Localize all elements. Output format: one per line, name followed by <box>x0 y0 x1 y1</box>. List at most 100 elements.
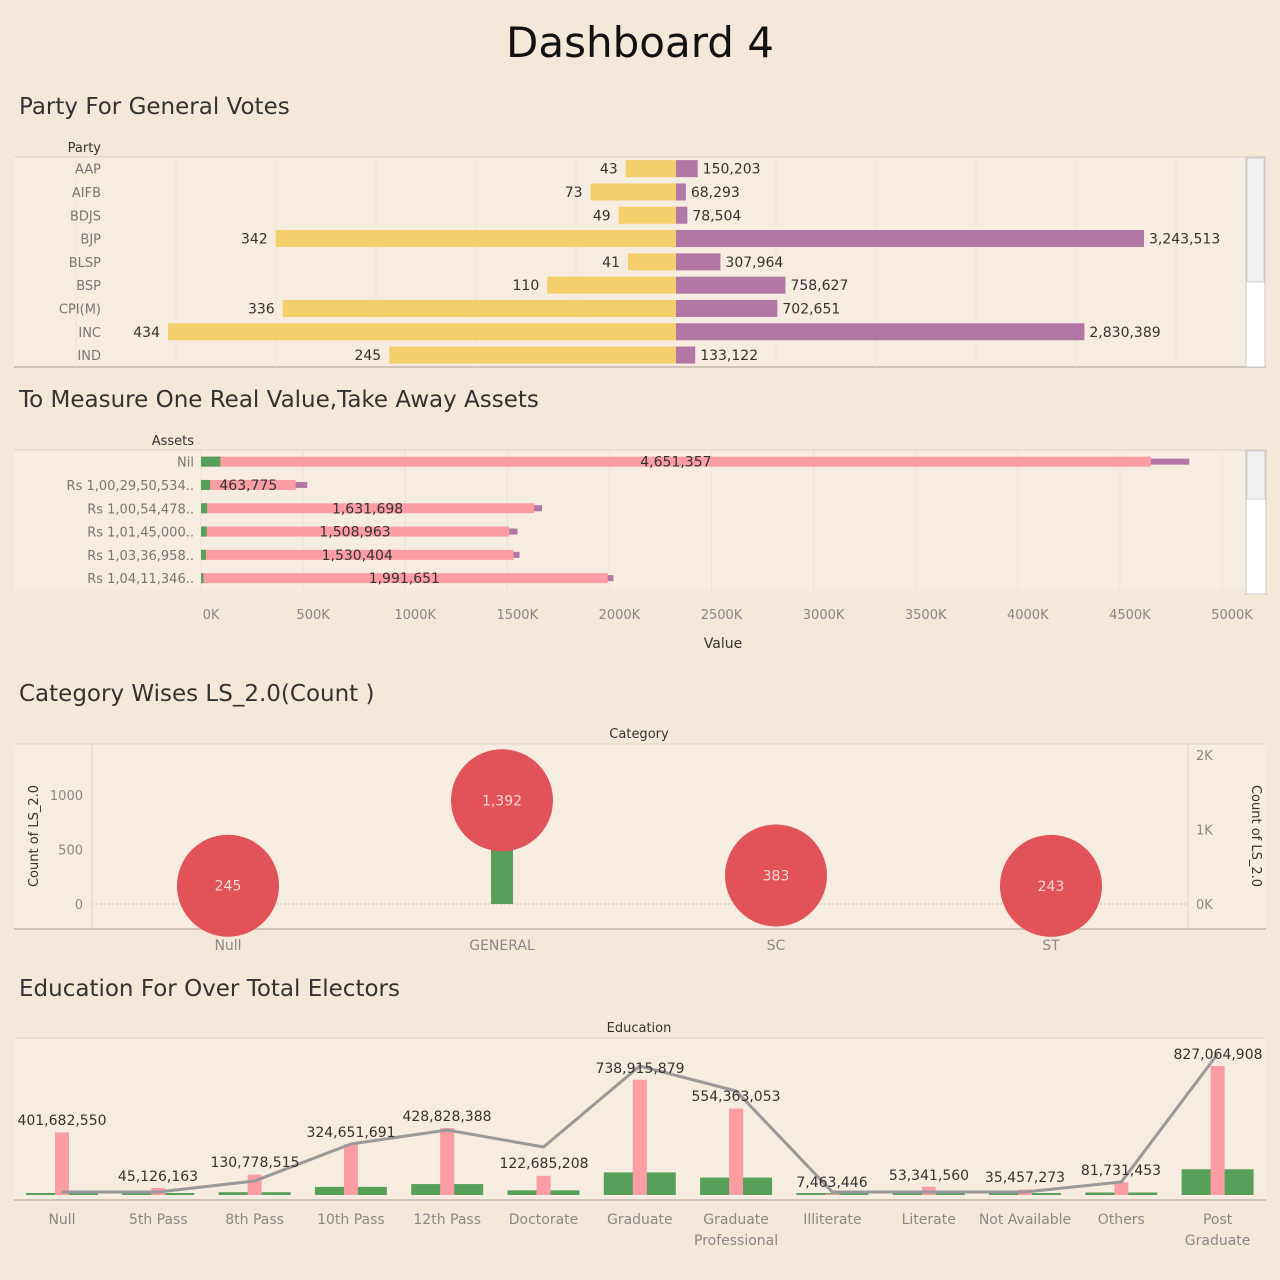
assets-green-bar <box>201 479 211 490</box>
assets-value: 1,631,698 <box>332 501 403 517</box>
assets-row-header: Assets <box>152 434 195 449</box>
party-left-bar <box>628 253 676 271</box>
assets-scrollbar-thumb[interactable] <box>1246 450 1266 500</box>
party-right-value: 702,651 <box>782 301 840 317</box>
education-value: 401,682,550 <box>17 1113 106 1129</box>
party-right-bar <box>676 299 778 317</box>
assets-x-tick: 2500K <box>701 608 743 623</box>
education-pink-bar <box>825 1193 840 1195</box>
category-chart: Category 0 500 1000 0K 1K 2K Count of LS_2.0 Cou… <box>14 727 1266 954</box>
education-label: 10th Pass <box>317 1212 385 1228</box>
education-value: 554,363,053 <box>691 1089 780 1105</box>
assets-green-bar <box>201 526 207 537</box>
education-label: 8th Pass <box>225 1212 284 1228</box>
assets-section-title: To Measure One Real Value,Take Away Asse… <box>19 387 539 413</box>
party-label: CPI(M) <box>59 302 101 317</box>
party-right-bar <box>676 276 786 294</box>
education-value: 7,463,446 <box>796 1175 867 1191</box>
education-value: 35,457,273 <box>985 1170 1065 1186</box>
education-pink-bar <box>343 1144 358 1195</box>
party-left-bar <box>282 299 676 317</box>
assets-x-tick: 4500K <box>1109 608 1151 623</box>
party-right-value: 68,293 <box>691 185 740 201</box>
assets-x-tick: 1000K <box>394 608 436 623</box>
assets-x-tick: 3000K <box>803 608 845 623</box>
category-left-tick: 500 <box>58 844 83 859</box>
category-y-label-right: Count of LS_2.0 <box>1248 785 1263 887</box>
education-label: Doctorate <box>509 1212 579 1228</box>
party-label: AIFB <box>72 186 101 201</box>
category-value: 243 <box>1038 879 1065 895</box>
assets-chart: Assets 0K 500K 1000K 1500K 2000K 2500K 3000K 350… <box>14 434 1267 652</box>
assets-x-tick: 0K <box>203 608 220 623</box>
education-value: 81,731,453 <box>1081 1163 1161 1179</box>
party-label: BLSP <box>69 256 101 271</box>
party-scrollbar-thumb[interactable] <box>1246 157 1265 283</box>
education-chart: Education Null 5th Pass 8th Pass 10th Pass 12… <box>14 1021 1266 1249</box>
party-left-value: 43 <box>600 162 618 178</box>
party-right-bar <box>676 160 698 178</box>
party-left-value: 110 <box>513 278 540 294</box>
party-left-bar <box>618 206 676 224</box>
education-label: Others <box>1098 1212 1145 1228</box>
education-value: 428,828,388 <box>402 1109 491 1125</box>
category-circle <box>451 749 553 852</box>
assets-x-tick: 1500K <box>496 608 538 623</box>
category-label: ST <box>1042 938 1060 954</box>
assets-green-bar <box>201 503 208 514</box>
education-value: 827,064,908 <box>1173 1047 1262 1063</box>
education-value: 738,915,879 <box>595 1061 684 1077</box>
party-right-bar <box>676 253 721 271</box>
party-chart: Party AAP 43 150,203 AIFB 73 68,293 BDJS 49 78,50… <box>14 141 1266 368</box>
party-left-bar <box>275 230 676 248</box>
education-label: Professional <box>694 1233 778 1249</box>
assets-value: 1,991,651 <box>369 571 440 587</box>
education-label: Not Available <box>979 1212 1071 1228</box>
category-label: Null <box>214 938 241 954</box>
education-value: 53,341,560 <box>889 1168 969 1184</box>
party-right-bar <box>676 183 686 201</box>
party-section-title: Party For General Votes <box>19 94 290 120</box>
education-value: 122,685,208 <box>499 1156 588 1172</box>
party-left-bar <box>590 183 676 201</box>
party-left-bar <box>168 323 676 341</box>
assets-pink-bar <box>201 573 608 584</box>
category-value: 383 <box>763 868 790 884</box>
education-label: Literate <box>902 1212 956 1228</box>
party-left-bar <box>547 276 676 294</box>
education-label: Graduate <box>1185 1233 1251 1249</box>
party-label: BSP <box>76 279 101 294</box>
assets-label: Rs 1,00,54,478.. <box>87 502 194 517</box>
party-left-bar <box>625 160 676 178</box>
assets-label: Nil <box>177 456 194 471</box>
category-right-tick: 2K <box>1196 749 1213 764</box>
assets-x-tick: 5000K <box>1211 608 1253 623</box>
assets-plot-area <box>14 450 1246 590</box>
assets-pink-bar <box>201 503 535 514</box>
assets-value: 1,508,963 <box>319 525 390 541</box>
education-value: 45,126,163 <box>118 1169 198 1185</box>
party-right-value: 150,203 <box>703 162 761 178</box>
assets-x-tick: 4000K <box>1007 608 1049 623</box>
assets-x-tick: 3500K <box>905 608 947 623</box>
party-label: BJP <box>80 233 101 248</box>
category-value: 245 <box>215 879 242 895</box>
education-pink-bar <box>1210 1066 1225 1195</box>
category-circle <box>177 834 279 937</box>
education-label: 12th Pass <box>413 1212 481 1228</box>
assets-label: Rs 1,03,36,958.. <box>87 549 194 564</box>
category-section-title: Category Wises LS_2.0(Count ) <box>19 681 375 707</box>
party-left-value: 342 <box>241 232 268 248</box>
category-y-label: Count of LS_2.0 <box>27 785 42 887</box>
education-label: 5th Pass <box>129 1212 188 1228</box>
category-circle <box>1000 834 1102 937</box>
assets-x-label: Value <box>704 636 742 652</box>
party-right-bar <box>676 346 696 364</box>
party-left-value: 49 <box>593 208 611 224</box>
education-label: Null <box>48 1212 75 1228</box>
category-value: 1,392 <box>482 793 522 809</box>
party-right-value: 2,830,389 <box>1089 325 1160 341</box>
party-label: BDJS <box>70 209 101 224</box>
party-right-bar <box>676 323 1085 341</box>
category-col-header: Category <box>609 727 669 742</box>
